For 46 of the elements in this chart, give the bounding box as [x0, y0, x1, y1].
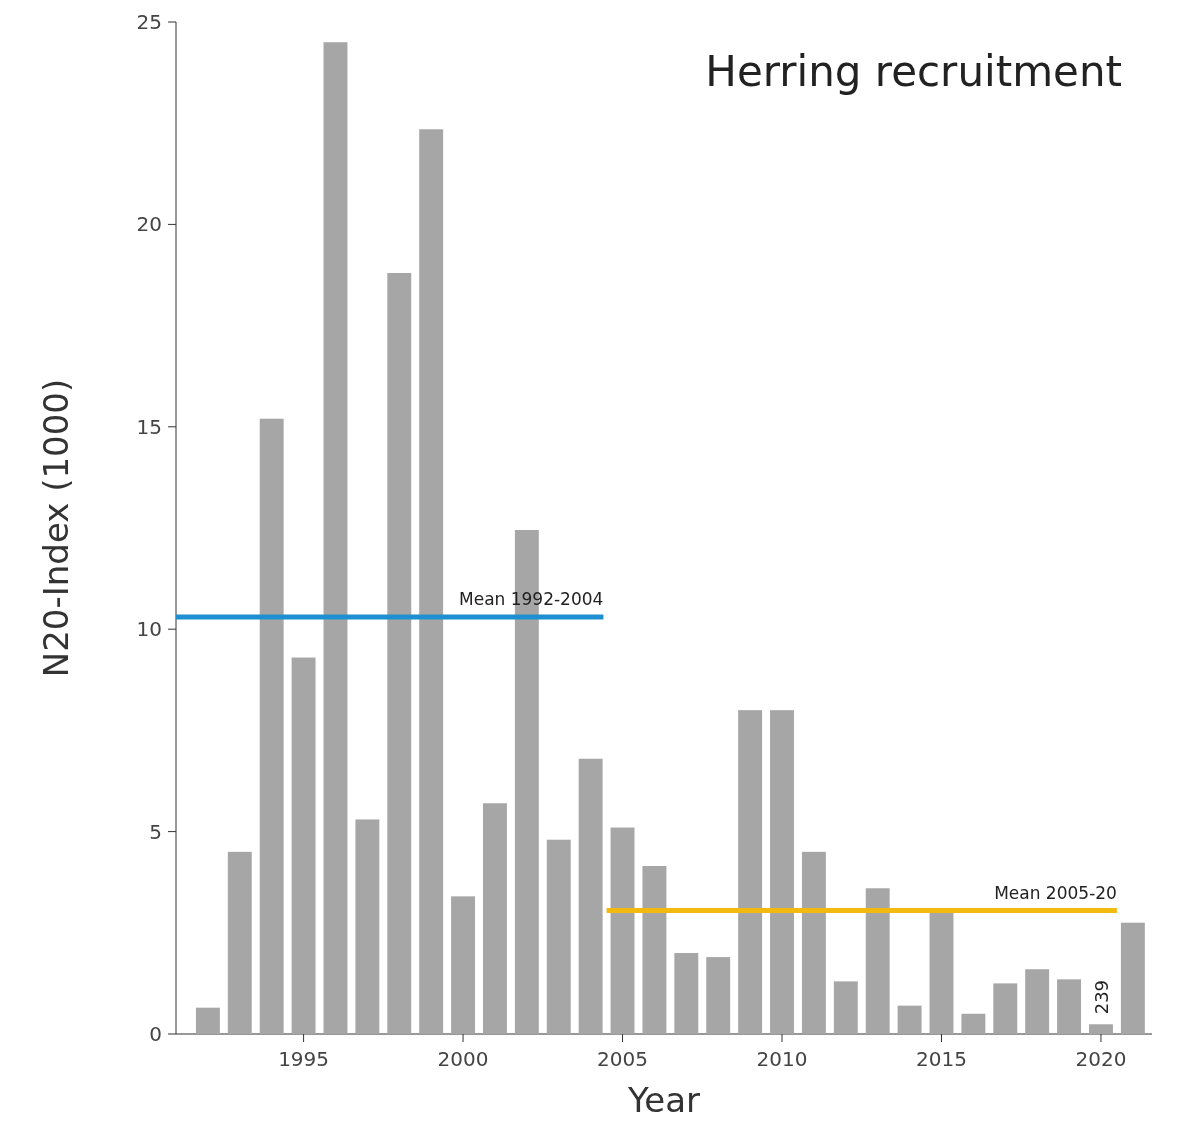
bar	[1120, 922, 1145, 1034]
bar	[610, 827, 635, 1034]
x-tick-label: 2005	[597, 1047, 648, 1071]
x-tick-label: 1995	[278, 1047, 330, 1071]
y-tick-label: 25	[136, 10, 162, 34]
y-tick-label: 15	[136, 414, 162, 439]
bar	[897, 1005, 922, 1034]
bar	[993, 983, 1018, 1034]
bar	[1089, 1024, 1113, 1034]
bar	[961, 1013, 986, 1034]
x-tick-label: 2010	[756, 1047, 808, 1071]
y-tick-label: 5	[149, 819, 162, 844]
y-axis-title: N20-Index (1000)	[36, 378, 76, 678]
bar	[833, 981, 858, 1034]
y-tick-label: 0	[149, 1022, 162, 1046]
bar	[1057, 979, 1082, 1034]
bar	[738, 710, 763, 1034]
bar	[642, 866, 667, 1034]
bar	[419, 129, 444, 1034]
bar	[291, 657, 316, 1034]
bar	[1025, 969, 1050, 1034]
bar	[323, 42, 348, 1034]
bar	[482, 803, 507, 1034]
x-tick-label: 2000	[437, 1047, 489, 1071]
x-axis-title: Year	[627, 1080, 701, 1120]
x-tick-label: 2015	[916, 1047, 967, 1071]
y-tick-label: 20	[136, 212, 162, 237]
bar	[865, 888, 890, 1034]
bar	[770, 710, 794, 1034]
bar	[578, 758, 603, 1034]
bar	[801, 851, 826, 1034]
bar	[355, 819, 380, 1034]
bar	[227, 851, 252, 1034]
series-label: Mean 1992-2004	[459, 589, 604, 610]
series-label: Mean 2005-20	[994, 882, 1117, 903]
text: Herring recruitment	[705, 47, 1122, 96]
bar	[706, 957, 731, 1034]
bar	[674, 953, 699, 1034]
x-tick-label: 2020	[1075, 1047, 1127, 1071]
bar	[195, 1007, 220, 1034]
y-tick-label: 10	[136, 617, 162, 642]
bar	[387, 272, 412, 1034]
bar	[451, 896, 476, 1034]
annotation: 239	[1090, 979, 1112, 1015]
bar	[546, 839, 571, 1034]
bar	[259, 418, 284, 1034]
